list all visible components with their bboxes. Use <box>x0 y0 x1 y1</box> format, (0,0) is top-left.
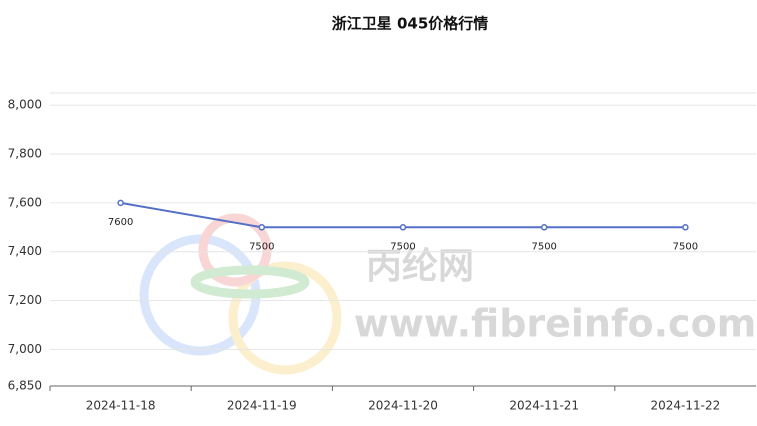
x-tick-label: 2024-11-19 <box>227 399 297 413</box>
data-label: 7500 <box>531 241 556 252</box>
data-label: 7500 <box>249 241 274 252</box>
data-label: 7500 <box>673 241 698 252</box>
point <box>258 224 266 231</box>
point <box>117 199 124 207</box>
y-tick-label: 7,400 <box>8 244 42 258</box>
y-tick-label: 8,000 <box>8 98 42 112</box>
data-label: 7600 <box>108 217 133 228</box>
x-tick-label: 2024-11-20 <box>368 399 438 413</box>
y-tick-label: 7,000 <box>8 342 42 356</box>
line <box>120 201 686 229</box>
x-tick-label: 2024-11-22 <box>651 399 721 413</box>
watermark-logo <box>139 213 342 375</box>
point <box>399 224 407 231</box>
y-tick-label: 7,600 <box>8 195 42 209</box>
watermark-text: 丙纶网 <box>366 246 474 287</box>
watermark-url: www.fibreinfo.com <box>354 302 757 346</box>
chart-title: 浙江卫星 045价格行情 <box>332 15 489 33</box>
y-tick-label: 7,200 <box>8 293 42 307</box>
y-tick-label: 7,800 <box>8 147 42 161</box>
point <box>682 224 689 231</box>
point <box>540 224 548 231</box>
y-tick-label: 6,850 <box>8 379 42 393</box>
x-tick-label: 2024-11-18 <box>86 399 156 413</box>
data-label: 7500 <box>390 241 415 252</box>
x-tick-label: 2024-11-21 <box>509 399 579 413</box>
